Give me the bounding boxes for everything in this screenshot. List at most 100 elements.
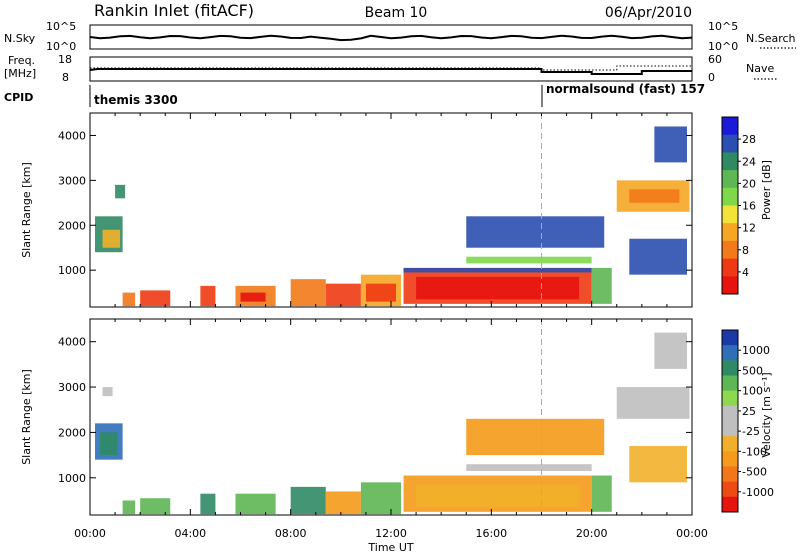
velocity-colorbar-swatch <box>722 436 738 452</box>
power-colorbar-swatch <box>722 240 738 260</box>
nave-label: Nave <box>746 62 774 75</box>
power-colorbar-swatch <box>722 117 738 136</box>
power-region-4 <box>140 290 171 307</box>
x-tick-label: 00:00 <box>676 527 708 540</box>
vel-region-6 <box>235 493 276 515</box>
velocity-colorbar-swatch <box>722 345 738 361</box>
x-tick-label: 08:00 <box>275 527 307 540</box>
power-colorbar-tick-label: 20 <box>742 177 756 190</box>
date-title: 06/Apr/2010 <box>605 5 692 21</box>
power-region-13 <box>403 267 592 273</box>
vel-region-16 <box>629 446 687 483</box>
velocity-ylabel: Slant Range [km] <box>20 369 33 465</box>
nsearch-tick-bottom: 10^0 <box>708 40 738 53</box>
velocity-data-layer <box>95 332 690 515</box>
freq-tick-bottom: 8 <box>62 71 69 84</box>
x-tick-label: 12:00 <box>375 527 407 540</box>
nsky-tick-top: 10^5 <box>46 20 76 33</box>
velocity-colorbar-swatch <box>722 451 738 467</box>
power-colorbar-tick-label: 12 <box>742 222 756 235</box>
velocity-colorbar-tick-label: -25 <box>742 425 760 438</box>
station-title: Rankin Inlet (fitACF) <box>94 1 254 20</box>
power-region-2 <box>115 184 126 199</box>
power-ytick-label: 3000 <box>58 174 86 187</box>
power-region-17 <box>466 216 605 248</box>
power-colorbar-tick-label: 8 <box>742 244 749 257</box>
freq-series-line <box>89 68 692 75</box>
nsearch-tick-top: 10^5 <box>708 20 738 33</box>
velocity-colorbar-tick-label: -500 <box>742 466 767 479</box>
power-colorbar-ticks: 28 24 20 16 12 8 4 <box>738 133 756 279</box>
power-colorbar-tick-label: 28 <box>742 133 756 146</box>
vel-region-17 <box>654 332 687 369</box>
vel-region-2 <box>102 387 113 397</box>
vel-region-4 <box>140 498 171 515</box>
power-colorbar-swatch <box>722 134 738 153</box>
vel-region-9 <box>360 482 402 515</box>
freq-label-line2: [MHz] <box>4 67 36 80</box>
velocity-colorbar-tick-label: -1000 <box>742 486 774 499</box>
velocity-colorbar-swatch <box>722 390 738 407</box>
power-yticks: 4000 3000 2000 1000 <box>58 129 692 277</box>
x-axis-ticks: 00:00 04:00 08:00 12:00 16:00 20:00 00:00 <box>74 113 708 540</box>
power-region-5 <box>200 285 216 307</box>
vel-region-15 <box>616 387 690 419</box>
power-colorbar <box>721 116 739 295</box>
velocity-colorbar-tick-label: 25 <box>742 405 756 418</box>
nave-tick-top: 60 <box>708 53 722 66</box>
power-colorbar-swatch <box>722 223 738 242</box>
vel-region-7 <box>290 486 326 515</box>
velocity-colorbar-swatch <box>722 360 738 376</box>
power-region-15 <box>591 267 612 304</box>
nsky-tick-bottom: 10^0 <box>46 40 76 53</box>
nsky-series-line <box>89 34 693 42</box>
velocity-colorbar-swatch <box>722 466 738 483</box>
velocity-colorbar-ticks: 1000 500 100 25 -25 -100 -500 -1000 <box>738 344 774 499</box>
beam-title: Beam 10 <box>365 5 428 21</box>
power-ytick-label: 4000 <box>58 129 86 142</box>
velocity-colorbar-frame <box>721 329 739 513</box>
power-region-7 <box>240 292 266 302</box>
vel-region-1 <box>100 432 118 456</box>
power-colorbar-swatch <box>722 258 738 277</box>
vel-region-13 <box>466 464 592 471</box>
velocity-colorbar-swatch <box>722 481 738 498</box>
vel-region-11 <box>416 484 580 508</box>
x-tick-label: 04:00 <box>174 527 206 540</box>
vel-ytick-label: 1000 <box>58 472 86 485</box>
vel-ytick-label: 4000 <box>58 336 86 349</box>
power-data-layer <box>95 126 690 307</box>
x-tick-label: 16:00 <box>475 527 507 540</box>
cpid-segment-1: themis 3300 <box>94 93 178 107</box>
vel-region-3 <box>122 500 136 515</box>
cpid-label: CPID <box>4 91 33 104</box>
power-colorbar-swatch <box>722 205 738 224</box>
vel-ytick-label: 3000 <box>58 381 86 394</box>
power-region-1 <box>102 229 121 248</box>
velocity-colorbar-label: Velocity [m s⁻¹] <box>760 372 773 457</box>
freq-label-line1: Freq. <box>8 54 35 67</box>
vel-region-8 <box>325 491 361 515</box>
power-colorbar-swatch <box>722 187 738 206</box>
power-ylabel: Slant Range [km] <box>20 162 33 258</box>
nsky-label: N.Sky <box>4 32 36 45</box>
power-region-14 <box>416 276 580 300</box>
vel-region-5 <box>200 493 216 515</box>
power-region-21 <box>654 126 687 163</box>
power-colorbar-tick-label: 4 <box>742 266 749 279</box>
velocity-colorbar-tick-label: 100 <box>742 385 763 398</box>
x-tick-label: 20:00 <box>576 527 608 540</box>
velocity-colorbar-swatch <box>722 405 738 422</box>
x-axis-label: Time UT <box>367 541 413 554</box>
velocity-colorbar-tick-label: -100 <box>742 445 767 458</box>
power-colorbar-tick-label: 16 <box>742 200 756 213</box>
power-ytick-label: 1000 <box>58 264 86 277</box>
power-ytick-label: 2000 <box>58 219 86 232</box>
power-colorbar-swatch <box>722 276 738 295</box>
power-region-8 <box>290 279 326 307</box>
power-colorbar-tick-label: 24 <box>742 155 756 168</box>
vel-region-14 <box>466 418 605 456</box>
power-region-3 <box>122 292 136 307</box>
vel-ytick-label: 2000 <box>58 426 86 439</box>
